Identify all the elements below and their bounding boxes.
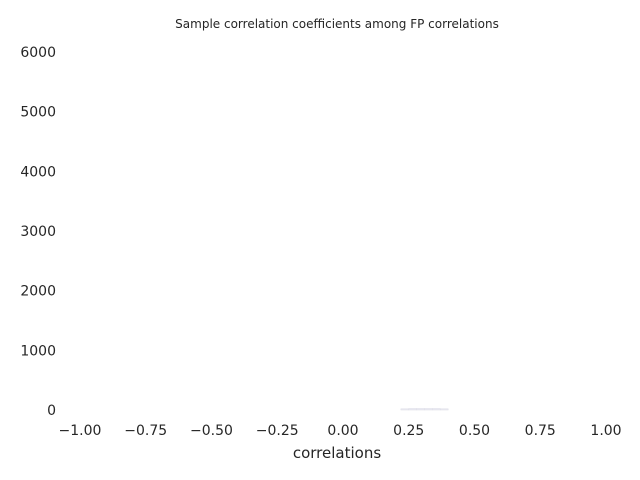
y-tick-label: 0	[47, 403, 56, 419]
y-tick-label: 6000	[20, 45, 56, 61]
x-tick-label: 1.00	[590, 423, 621, 439]
histogram-bar	[416, 408, 425, 411]
chart-title: Sample correlation coefficients among FP…	[175, 17, 499, 31]
histogram-bar	[440, 408, 449, 411]
histogram-bar	[432, 408, 441, 411]
y-tick-labels: 0 1000 2000 3000 4000 5000 6000	[20, 45, 56, 419]
histogram-bar	[408, 408, 417, 411]
x-tick-label: −0.25	[256, 423, 299, 439]
x-axis-label: correlations	[293, 444, 381, 462]
histogram-bar	[400, 408, 409, 411]
x-tick-label: −0.50	[190, 423, 233, 439]
bars-group	[400, 408, 449, 411]
y-tick-label: 2000	[20, 284, 56, 300]
x-tick-label: −1.00	[59, 423, 102, 439]
x-tick-label: −0.75	[124, 423, 167, 439]
x-tick-label: 0.50	[459, 423, 490, 439]
x-tick-label: 0.75	[525, 423, 556, 439]
x-tick-labels: −1.00 −0.75 −0.50 −0.25 0.00 0.25 0.50 0.75 1.00	[59, 423, 622, 439]
histogram-bar	[424, 408, 433, 411]
y-tick-label: 1000	[20, 343, 56, 359]
x-tick-label: 0.25	[393, 423, 424, 439]
x-tick-label: 0.00	[327, 423, 358, 439]
y-tick-label: 3000	[20, 224, 56, 240]
y-tick-label: 4000	[20, 164, 56, 180]
y-tick-label: 5000	[20, 105, 56, 121]
